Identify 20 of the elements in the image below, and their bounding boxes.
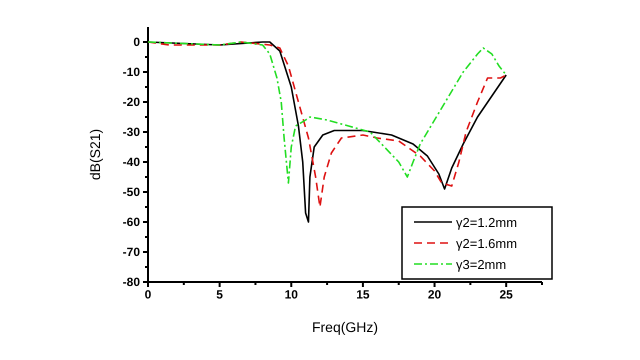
y-tick-label: -60 xyxy=(122,214,140,229)
y-tick-label: -20 xyxy=(122,94,140,109)
x-axis-title: Freq(GHz) xyxy=(312,319,378,335)
y-tick-label: -70 xyxy=(122,244,140,259)
y-tick-label: -80 xyxy=(122,274,140,289)
y-tick-label: 0 xyxy=(133,34,140,49)
x-tick-label: 20 xyxy=(428,288,442,302)
y-tick-label: -10 xyxy=(122,64,140,79)
y-axis-title: dB(S21) xyxy=(87,128,103,180)
x-tick-label: 0 xyxy=(144,288,152,302)
y-tick-label: -50 xyxy=(122,184,140,199)
x-tick-label: 10 xyxy=(284,288,298,302)
x-tick-label: 5 xyxy=(216,288,224,302)
legend-label: γ2=1.2mm xyxy=(456,215,518,230)
x-tick-label: 15 xyxy=(356,288,370,302)
legend-label: γ2=1.6mm xyxy=(456,236,518,251)
x-tick-label: 25 xyxy=(500,288,514,302)
y-tick-label: -40 xyxy=(122,154,140,169)
legend-label: γ3=2mm xyxy=(456,257,506,272)
y-tick-label: -30 xyxy=(122,124,140,139)
